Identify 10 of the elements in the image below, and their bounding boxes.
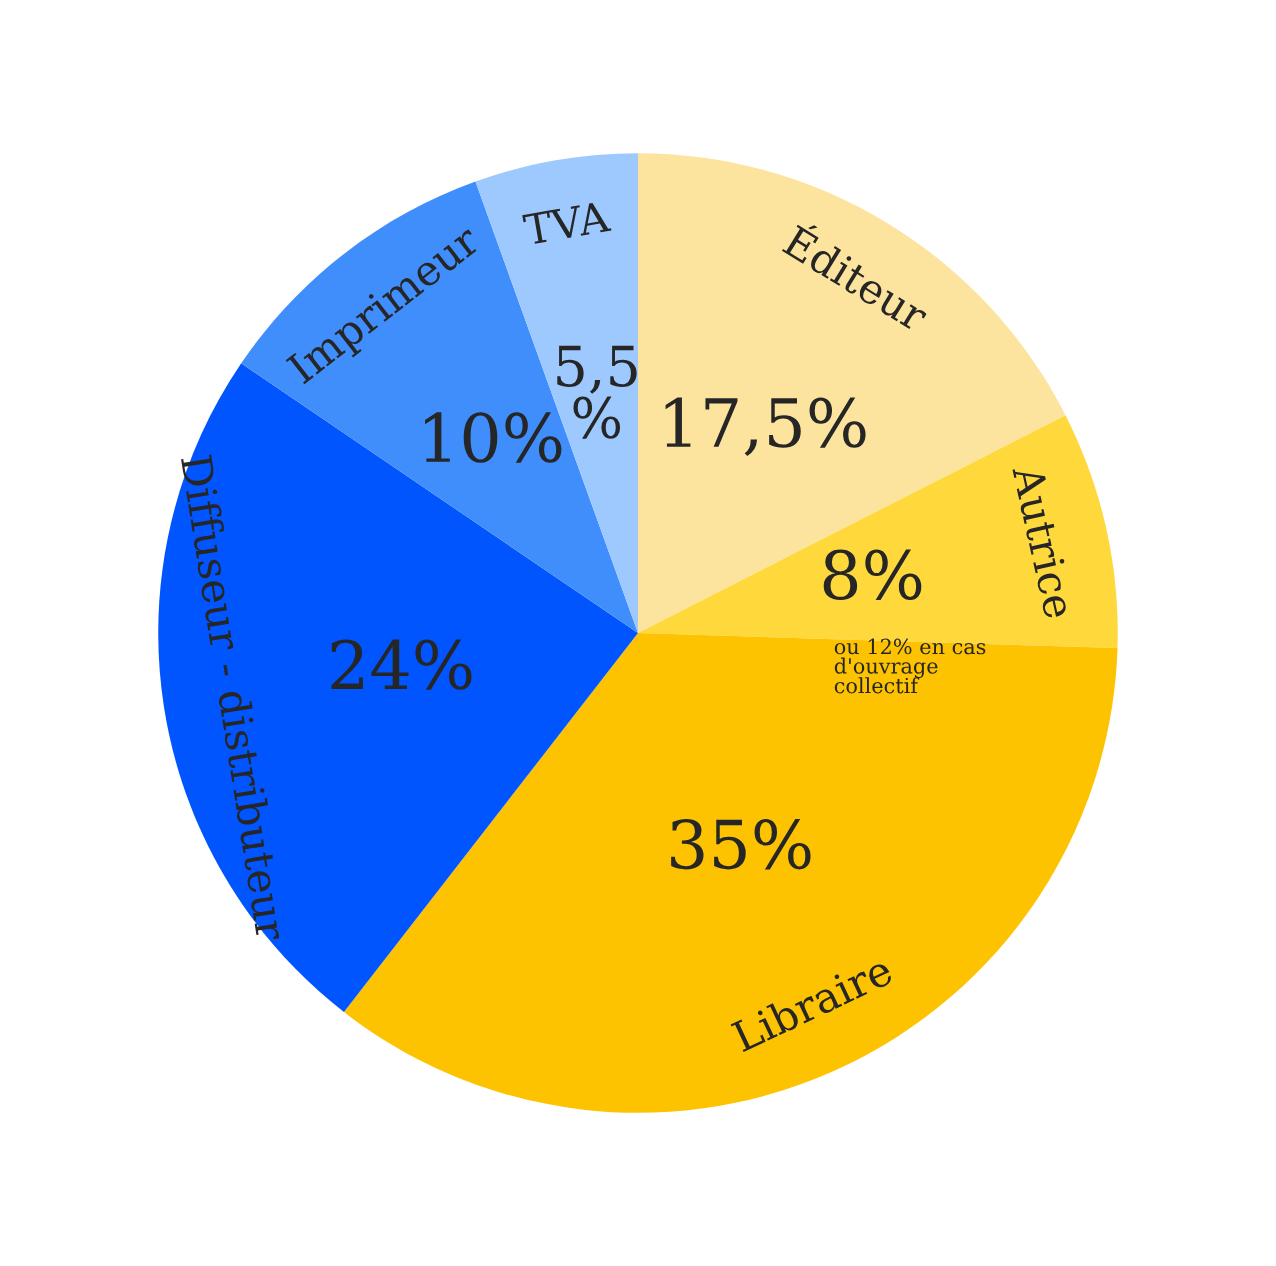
text: ou 12% en cas d'ouvrage collectif [834, 638, 986, 694]
pie-slice [638, 153, 1066, 633]
data-label: 35% [671, 818, 811, 870]
slice-label: TVA [522, 200, 612, 246]
data-label: 17,5% [665, 397, 866, 456]
pie-slice [241, 181, 638, 633]
data-label: 8% [823, 549, 922, 601]
slice-label: Diffuseur - distributeur [180, 454, 289, 942]
slice-label: Autrice [1011, 462, 1076, 620]
data-label: 24% [331, 639, 472, 690]
